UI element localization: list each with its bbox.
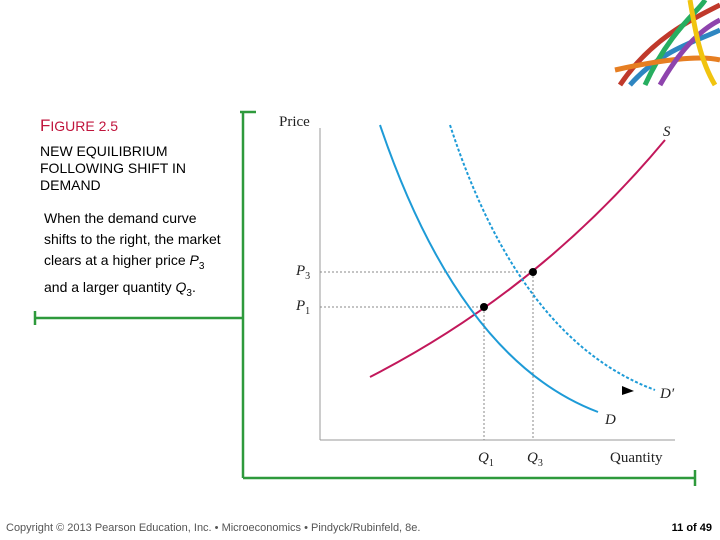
curve-label: S <box>663 124 671 140</box>
decor-wires <box>614 0 720 87</box>
subscript: 3 <box>198 260 205 272</box>
figure-number: FIGURE 2.5 <box>40 116 119 135</box>
y-axis-label: Price <box>279 114 310 130</box>
price-label: P1 <box>295 298 310 317</box>
symbol: P <box>189 252 199 268</box>
symbol: P <box>295 298 305 314</box>
symbol: Q <box>527 450 538 466</box>
equilibrium-point <box>480 303 488 311</box>
guides <box>320 271 534 440</box>
figure-title: NEW EQUILIBRIUM FOLLOWING SHIFT IN DEMAN… <box>40 143 186 193</box>
text: and a larger quantity <box>44 278 176 295</box>
subscript: 3 <box>186 287 192 299</box>
shift-arrow <box>622 386 634 395</box>
description: When the demand curve shifts to the righ… <box>44 208 224 304</box>
page-number: 11 of 49 <box>671 522 712 534</box>
subscript: 3 <box>538 458 543 469</box>
symbol: Q <box>175 278 187 295</box>
curve-label: D <box>604 412 616 428</box>
quantity-label: Q3 <box>527 450 543 469</box>
text: . <box>191 278 196 295</box>
copyright: Copyright © 2013 Pearson Education, Inc.… <box>6 522 421 534</box>
subscript: 1 <box>305 306 310 317</box>
symbol: P <box>295 263 305 279</box>
subscript: 3 <box>305 271 310 282</box>
frame-lines <box>33 110 697 486</box>
demand-curve <box>379 124 599 413</box>
x-axis-label: Quantity <box>610 450 663 466</box>
symbol: Q <box>478 450 489 466</box>
price-label: P3 <box>295 263 310 282</box>
new-demand-curve <box>449 124 656 391</box>
curve-label: D′ <box>659 386 675 402</box>
quantity-label: Q1 <box>478 450 494 469</box>
supply-curve <box>369 139 666 378</box>
subscript: 1 <box>489 458 494 469</box>
equilibrium-point <box>529 268 537 276</box>
text: When the demand curve shifts to the righ… <box>44 210 221 268</box>
